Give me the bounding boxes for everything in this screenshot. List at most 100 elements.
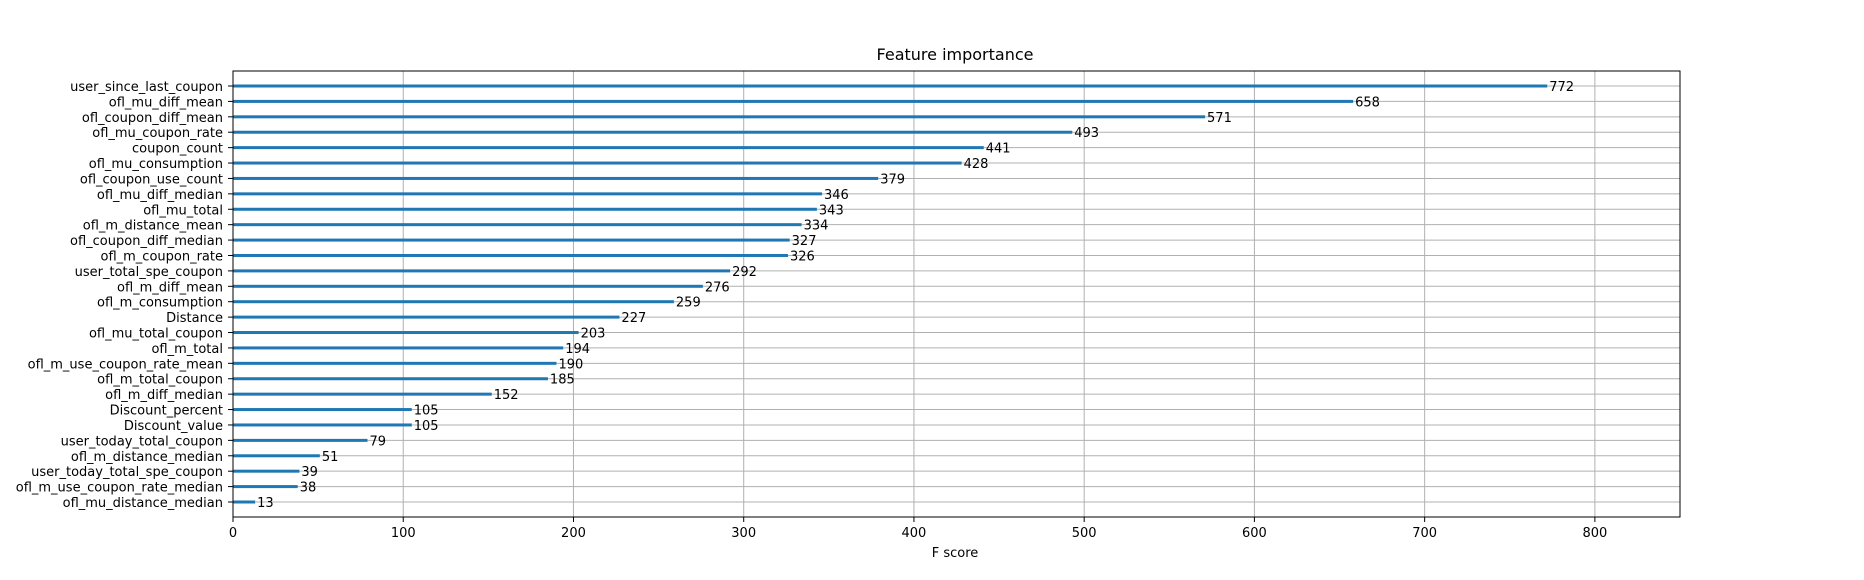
data-label: 227 (621, 311, 646, 326)
y-tick-label: Discount_value (124, 419, 223, 434)
data-label: 51 (322, 450, 339, 465)
data-label: 327 (792, 234, 817, 249)
data-label: 276 (705, 280, 730, 295)
x-tick-label: 300 (731, 526, 756, 541)
y-tick-label: ofl_coupon_diff_mean (82, 111, 223, 126)
bar (233, 161, 962, 165)
bar (233, 99, 1354, 103)
chart-title: Feature importance (877, 45, 1034, 64)
data-label: 194 (565, 342, 590, 357)
y-tick-label: ofl_mu_total (143, 203, 223, 218)
bar (233, 361, 557, 365)
data-label: 105 (414, 404, 439, 419)
bar (233, 485, 298, 489)
y-tick-label: ofl_m_total_coupon (97, 373, 223, 388)
bar (233, 146, 984, 150)
y-tick-label: ofl_mu_total_coupon (89, 327, 223, 342)
bar (233, 500, 256, 504)
bar (233, 223, 802, 227)
y-tick-label: ofl_mu_coupon_rate (92, 126, 223, 141)
y-tick-label: ofl_m_use_coupon_rate_median (16, 481, 223, 496)
data-label: 152 (494, 388, 519, 403)
y-tick-label: ofl_m_coupon_rate (101, 249, 224, 264)
bar (233, 315, 620, 319)
y-tick-label: user_today_total_coupon (61, 434, 223, 449)
y-tick-label: coupon_count (132, 142, 223, 157)
bars (233, 84, 1548, 504)
y-tick-label: ofl_m_distance_mean (83, 219, 223, 234)
y-tick-label: ofl_m_total (151, 342, 223, 357)
y-tick-label: ofl_mu_diff_median (97, 188, 223, 203)
data-label: 79 (369, 434, 386, 449)
y-tick-label: Distance (166, 311, 223, 326)
data-label: 379 (880, 172, 905, 187)
x-tick-labels: 0 100 200 300 400 500 600 700 800 (229, 517, 1607, 541)
data-label: 326 (790, 249, 815, 264)
data-label: 441 (986, 142, 1011, 157)
bar (233, 130, 1073, 134)
data-label: 428 (964, 157, 989, 172)
bar (233, 469, 300, 473)
x-tick-label: 400 (902, 526, 927, 541)
x-tick-label: 200 (561, 526, 586, 541)
bar (233, 238, 790, 242)
bar (233, 408, 412, 412)
y-tick-label: ofl_coupon_diff_median (70, 234, 223, 249)
data-label: 13 (257, 496, 274, 511)
data-label: 571 (1207, 111, 1232, 126)
data-label: 259 (676, 296, 701, 311)
y-tick-label: ofl_mu_consumption (89, 157, 223, 172)
y-tick-label: ofl_coupon_use_count (80, 172, 223, 187)
value-labels: 7726585714934414283793463433343273262922… (257, 80, 1574, 511)
y-tick-label: ofl_m_consumption (97, 296, 223, 311)
y-tick-labels: user_since_last_couponofl_mu_diff_meanof… (16, 80, 233, 511)
data-label: 190 (558, 357, 583, 372)
bar (233, 392, 492, 396)
data-label: 203 (581, 327, 606, 342)
bar (233, 300, 674, 304)
data-label: 39 (301, 465, 318, 480)
bar (233, 176, 879, 180)
bar (233, 454, 320, 458)
data-label: 772 (1549, 80, 1574, 95)
y-tick-label: ofl_mu_diff_mean (109, 95, 223, 110)
data-label: 185 (550, 373, 575, 388)
x-tick-label: 600 (1242, 526, 1267, 541)
plot-frame (232, 70, 1681, 518)
x-tick-label: 500 (1072, 526, 1097, 541)
x-tick-label: 100 (391, 526, 416, 541)
bar (233, 84, 1548, 88)
bar (233, 253, 788, 257)
bar (233, 423, 412, 427)
y-tick-label: user_today_total_spe_coupon (31, 465, 223, 480)
data-label: 346 (824, 188, 849, 203)
bar (233, 346, 564, 350)
y-tick-label: user_total_spe_coupon (75, 265, 223, 280)
y-tick-label: ofl_m_diff_median (105, 388, 223, 403)
y-tick-label: ofl_m_diff_mean (117, 280, 223, 295)
grid-lines (232, 71, 1680, 517)
data-label: 38 (300, 481, 317, 496)
bar (233, 331, 579, 335)
bar (233, 438, 368, 442)
y-tick-label: user_since_last_coupon (70, 80, 223, 95)
data-label: 343 (819, 203, 844, 218)
x-tick-label: 0 (229, 526, 237, 541)
y-tick-label: ofl_m_distance_median (71, 450, 223, 465)
bar (233, 269, 731, 273)
bar (233, 284, 703, 288)
y-tick-label: ofl_mu_distance_median (63, 496, 223, 511)
x-axis-label: F score (932, 546, 979, 561)
data-label: 493 (1074, 126, 1099, 141)
data-label: 292 (732, 265, 757, 280)
y-tick-label: Discount_percent (110, 404, 223, 419)
x-tick-label: 700 (1412, 526, 1437, 541)
bar (233, 207, 817, 211)
data-label: 105 (414, 419, 439, 434)
bar (233, 192, 823, 196)
data-label: 334 (804, 219, 829, 234)
bar (233, 377, 548, 381)
y-tick-label: ofl_m_use_coupon_rate_mean (28, 357, 223, 372)
bar (233, 115, 1206, 119)
